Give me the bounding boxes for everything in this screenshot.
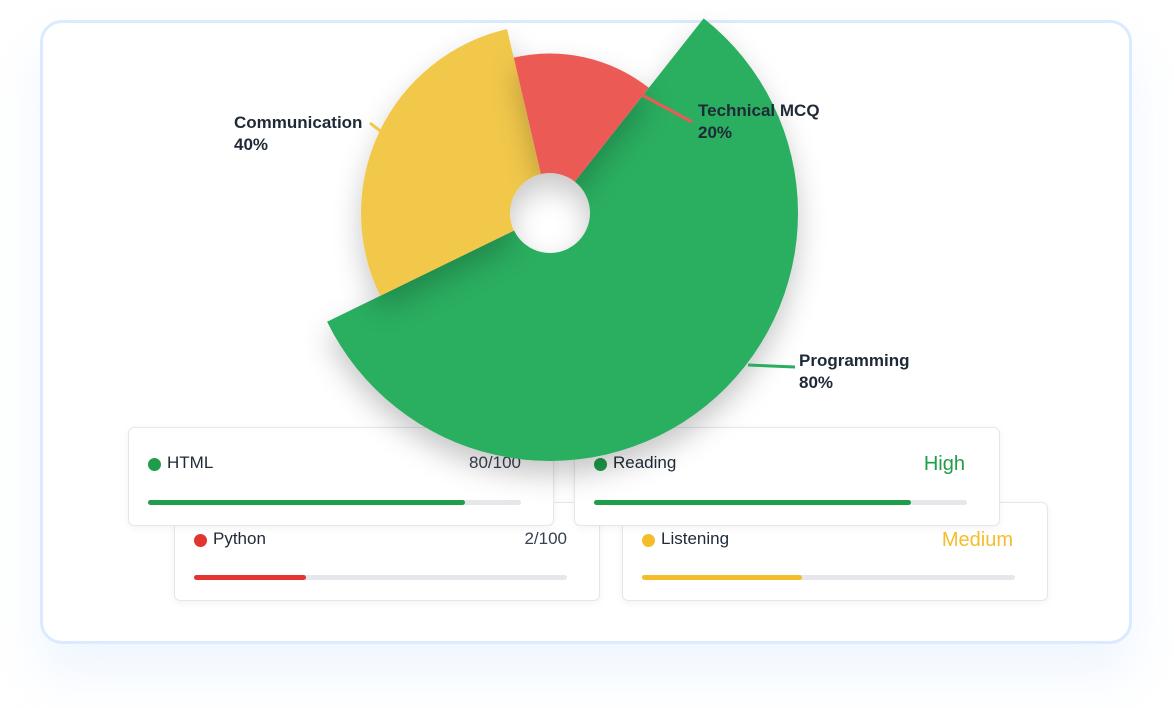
skill-level: Medium xyxy=(941,529,1013,551)
progress-fill xyxy=(594,500,912,505)
skill-name: Reading xyxy=(613,453,677,472)
label-programming: Programming 80% xyxy=(799,351,910,392)
pie-slice-technical-mcq xyxy=(513,53,649,182)
progress-fill xyxy=(148,500,466,505)
skill-name: HTML xyxy=(167,453,214,472)
status-dot-green xyxy=(594,458,607,471)
label-communication: Communication 40% xyxy=(234,113,363,154)
skill-name: Python xyxy=(213,529,266,548)
skill-level: High xyxy=(923,453,965,475)
leader-line-technical-mcq xyxy=(582,61,693,124)
progress-track xyxy=(642,575,1015,580)
skill-name: Listening xyxy=(661,529,730,548)
pie-slice-communication xyxy=(361,28,541,296)
pie-slice-programming xyxy=(327,18,799,461)
status-dot-red xyxy=(194,534,207,547)
status-dot-green xyxy=(148,458,161,471)
label-technical-mcq: Technical MCQ 20% xyxy=(698,101,820,142)
progress-track xyxy=(194,575,567,580)
progress-track xyxy=(148,500,521,505)
skill-score: 2/100 xyxy=(524,529,567,548)
skill-card-reading[interactable]: Reading High xyxy=(574,427,1000,526)
progress-fill xyxy=(194,575,306,580)
skill-score: 80/100 xyxy=(469,453,521,472)
progress-fill xyxy=(642,575,803,580)
progress-track xyxy=(594,500,967,505)
status-dot-yellow xyxy=(642,534,655,547)
leader-line-communication xyxy=(369,121,386,136)
leader-line-programming xyxy=(747,363,796,369)
